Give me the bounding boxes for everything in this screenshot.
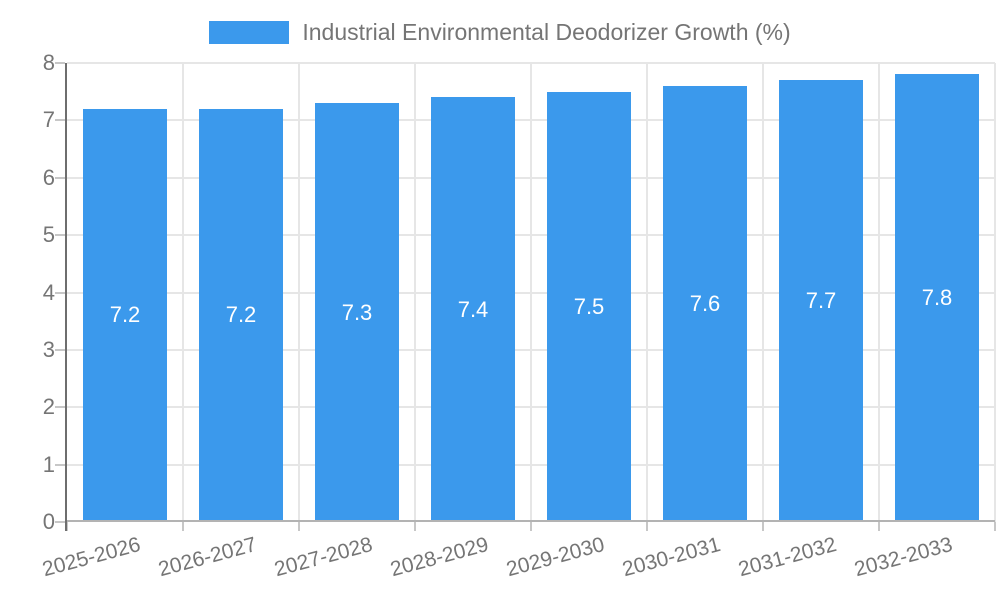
x-tick-mark <box>646 522 648 531</box>
v-gridline <box>994 63 996 522</box>
y-tick-mark <box>55 176 65 179</box>
bar[interactable]: 7.5 <box>547 91 631 522</box>
bar-value-label: 7.4 <box>457 296 489 322</box>
bar-value-label: 7.7 <box>805 288 837 314</box>
v-gridline <box>414 63 416 522</box>
y-tick-mark <box>55 406 65 409</box>
bar-value-label: 7.2 <box>109 302 141 328</box>
legend-swatch <box>209 20 290 44</box>
bar-value-label: 7.3 <box>341 299 373 325</box>
y-tick-mark <box>55 521 65 523</box>
y-tick-label: 3 <box>42 336 55 362</box>
bar[interactable]: 7.8 <box>895 74 979 522</box>
plot-area[interactable]: 7.2 7.2 7.3 7.4 7.5 7.6 7.7 7.8 <box>55 62 996 531</box>
y-tick-label: 2 <box>42 394 55 420</box>
x-tick-mark <box>762 522 764 531</box>
x-tick-mark <box>878 522 880 531</box>
v-gridline <box>646 63 648 522</box>
y-tick-label: 8 <box>42 50 55 75</box>
x-tick-mark <box>298 522 300 531</box>
bar-value-label: 7.6 <box>689 290 721 316</box>
y-tick-mark <box>55 463 65 466</box>
y-tick-mark <box>55 62 65 64</box>
y-tick-label: 0 <box>42 509 55 534</box>
v-gridline <box>298 63 300 522</box>
legend-label: Industrial Environmental Deodorizer Grow… <box>302 18 791 45</box>
x-tick-mark <box>414 522 416 531</box>
y-axis-line <box>65 63 67 531</box>
v-gridline <box>878 63 880 522</box>
v-gridline <box>182 63 184 522</box>
y-tick-label: 5 <box>42 222 55 248</box>
y-tick-label: 6 <box>42 164 55 190</box>
y-tick-label: 7 <box>42 107 55 133</box>
bar-value-label: 7.5 <box>573 293 605 319</box>
bar[interactable]: 7.7 <box>779 80 863 522</box>
bar[interactable]: 7.2 <box>83 108 167 522</box>
bar[interactable]: 7.4 <box>431 97 515 522</box>
x-tick-mark <box>66 522 68 531</box>
bar[interactable]: 7.2 <box>199 108 283 522</box>
y-tick-label: 1 <box>42 451 55 477</box>
v-gridline <box>762 63 764 522</box>
bar[interactable]: 7.3 <box>315 103 399 522</box>
y-tick-mark <box>55 119 65 122</box>
y-tick-mark <box>55 234 65 237</box>
chart-legend[interactable]: Industrial Environmental Deodorizer Grow… <box>0 14 1000 50</box>
y-tick-mark <box>55 348 65 351</box>
v-gridline <box>530 63 532 522</box>
y-tick-label: 4 <box>42 279 55 305</box>
bar-value-label: 7.2 <box>225 302 257 328</box>
x-tick-mark <box>182 522 184 531</box>
y-tick-mark <box>55 291 65 294</box>
x-axis-line <box>65 520 995 522</box>
x-tick-mark <box>994 522 996 531</box>
x-tick-mark <box>530 522 532 531</box>
bar[interactable]: 7.6 <box>663 85 747 522</box>
bar-value-label: 7.8 <box>921 285 953 311</box>
